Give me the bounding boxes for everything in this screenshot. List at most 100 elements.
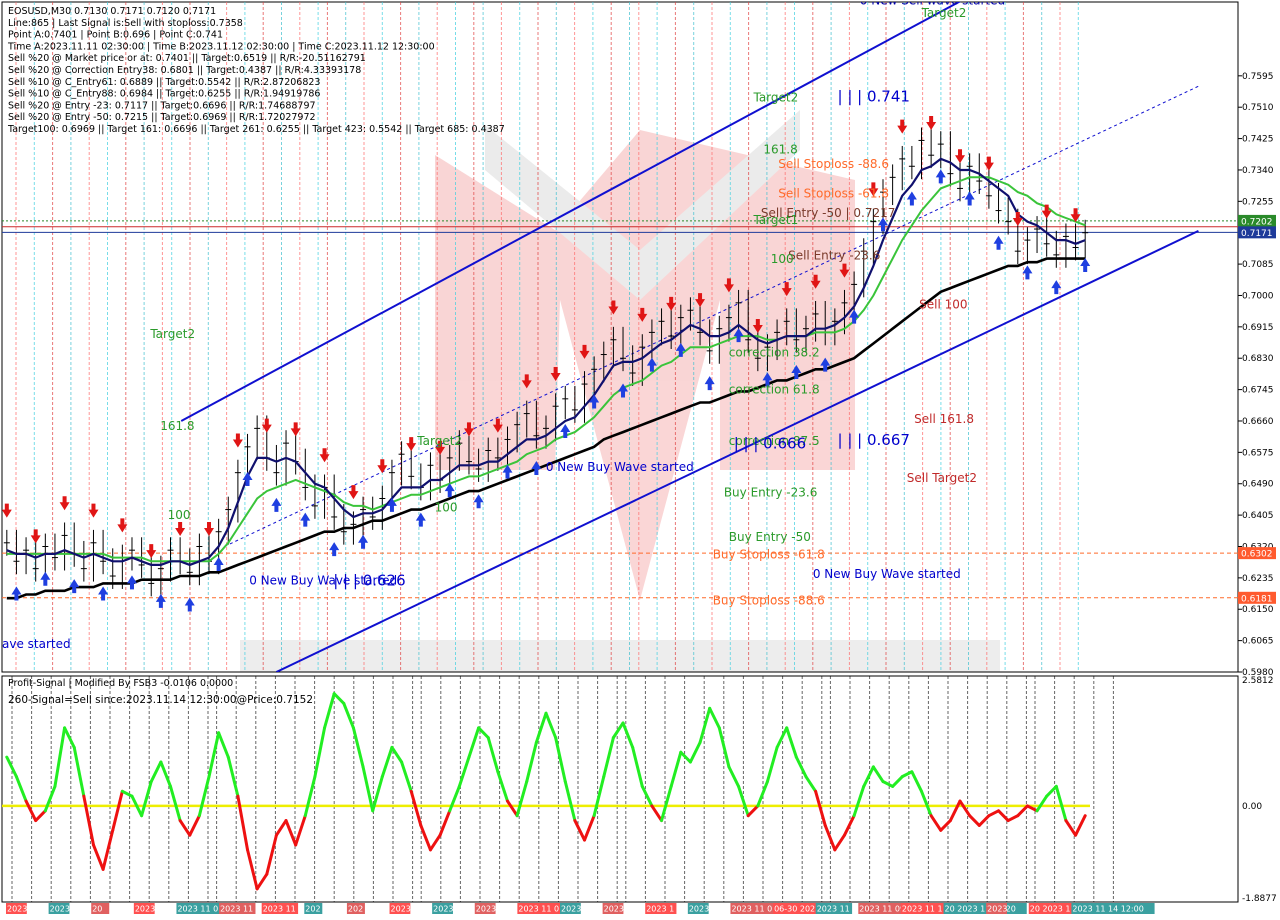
horizontal-levels: [2, 220, 1238, 599]
sell-arrow-icon: [868, 182, 879, 197]
date-tag-label: 2023 11 0: [731, 905, 772, 914]
trend-channel: [180, 2, 1202, 672]
oscillator-segment: [660, 784, 673, 823]
oscillator-segment: [1045, 784, 1058, 798]
oscillator-segment: [775, 726, 789, 749]
header-line: Target100: 0.6969 || Target 161: 0.6696 …: [7, 124, 505, 135]
oscillator-segment: [1074, 814, 1087, 837]
oscillator-segment: [428, 833, 442, 852]
date-tag-label: 2023 11: [220, 905, 253, 914]
oscillator-segment: [977, 814, 991, 827]
buy-arrow-icon: [415, 512, 426, 527]
oscillator-segment: [534, 711, 548, 744]
date-tag: [346, 903, 365, 914]
annotation-label: | | | 0.667: [838, 431, 910, 449]
date-tag-label: 2023: [135, 905, 155, 914]
oscillator-segment: [698, 706, 712, 744]
date-tag-label: 20 2023 11 12 20: [945, 905, 1016, 914]
date-tag-label: 2023 11: [263, 905, 296, 914]
annotation-label: 0 New Buy Wave started: [249, 574, 397, 588]
oscillator-segment: [611, 721, 625, 740]
annotation-label: 0 New Buy Wave started: [546, 460, 694, 474]
header-line: Sell %10 @ C_Entry61: 0.6889 || Target:0…: [8, 77, 320, 88]
buy-arrow-icon: [589, 394, 600, 409]
fast-moving-average: [6, 157, 1086, 567]
oscillator-segment: [255, 872, 269, 891]
date-tag: [943, 903, 1027, 914]
annotation-label: Target1: [752, 213, 798, 227]
oscillator-segment: [997, 809, 1010, 823]
oscillator-segment: [881, 780, 895, 788]
sell-arrow-icon: [204, 522, 215, 537]
oscillator-segment: [602, 736, 615, 779]
buy-arrow-icon: [98, 586, 109, 601]
annotation-label: Sell 100: [919, 297, 967, 311]
sell-arrow-icon: [492, 418, 503, 433]
buy-arrow-icon: [646, 357, 657, 372]
price-tick-label: 0.7340: [1242, 166, 1274, 176]
oscillator-segment: [688, 740, 702, 764]
date-tag-label: 2023 11 09 1: [859, 905, 912, 914]
price-tag: [1238, 226, 1276, 239]
sell-arrow-icon: [30, 529, 41, 544]
buy-arrow-icon: [329, 542, 340, 557]
buy-arrow-icon: [126, 575, 137, 590]
oscillator-segment: [891, 775, 904, 788]
oscillator-segment: [265, 833, 278, 876]
oscillator-tick-label: 2.5812: [1242, 676, 1274, 686]
annotation-label: Sell Target2: [907, 471, 977, 485]
buy-arrow-icon: [906, 191, 917, 206]
date-tag: [730, 903, 778, 914]
oscillator-segment: [284, 819, 298, 847]
buy-arrow-icon: [820, 357, 831, 372]
annotation-label: Sell Stoploss -61.8: [778, 187, 889, 201]
oscillator-segment: [794, 755, 808, 779]
price-tag-label: 0.6181: [1241, 594, 1273, 604]
annotation-label: 100: [771, 252, 794, 266]
oscillator-segment: [274, 819, 288, 837]
channel-line-upper: [180, 2, 961, 422]
oscillator-segment: [361, 765, 375, 813]
price-tick-label: 0.7510: [1242, 103, 1274, 113]
sell-arrow-icon: [955, 149, 966, 164]
sell-arrow-icon: [348, 485, 359, 500]
annotation-label: 0 New Sell wave started: [860, 0, 1005, 8]
oscillator-segment: [82, 794, 95, 847]
oscillator-segment: [380, 745, 394, 779]
oscillator-segment: [323, 692, 336, 730]
oscillator-segment: [1054, 784, 1068, 823]
price-tag-label: 0.7171: [1241, 229, 1273, 239]
price-tick-label: 0.6830: [1242, 354, 1274, 364]
date-tag: [687, 903, 709, 914]
oscillator-segment: [727, 765, 741, 788]
annotation-label: Buy Entry -50: [729, 530, 811, 544]
oscillator-segment: [178, 819, 192, 837]
oscillator-segment: [814, 789, 827, 827]
date-tag: [389, 903, 411, 914]
sell-arrow-icon: [59, 496, 70, 511]
oscillator-segment: [958, 799, 972, 818]
buy-arrow-icon: [849, 309, 860, 324]
buy-arrow-icon: [791, 364, 802, 379]
date-tag: [645, 903, 677, 914]
oscillator-segment: [1035, 794, 1049, 813]
oscillator-panel-frame: [1, 675, 1239, 903]
date-tag-label: 202: [305, 905, 320, 914]
oscillator-segment: [197, 775, 211, 818]
date-tag: [219, 903, 256, 914]
annotation-label: 161.8: [160, 419, 194, 433]
annotation-label: Buy Entry -23.6: [724, 486, 818, 500]
price-tick-label: 0.6745: [1242, 386, 1274, 396]
oscillator-segment: [948, 799, 962, 823]
oscillator-segment: [592, 775, 606, 818]
annotation-label: Target2: [752, 91, 798, 105]
price-tick-label: 0.7425: [1242, 135, 1274, 145]
oscillator-segment: [5, 755, 18, 779]
date-tag: [986, 903, 1007, 914]
date-tag: [474, 903, 496, 914]
sell-arrow-icon: [1041, 204, 1052, 219]
sell-arrow-icon: [377, 459, 388, 474]
sell-arrow-icon: [261, 418, 272, 433]
